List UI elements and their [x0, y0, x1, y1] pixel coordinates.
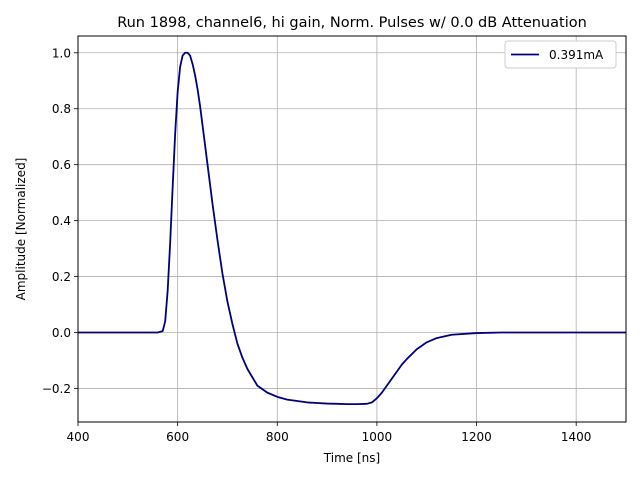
series-line-0	[78, 51, 626, 406]
y-axis-label: Amplitude [Normalized]	[14, 158, 28, 301]
x-axis-ticks: 400 600 800 1000 1200 1400	[67, 422, 592, 444]
y-tick-label: 0.2	[52, 270, 71, 284]
y-tick-label: −0.2	[42, 382, 71, 396]
x-tick-label: 1400	[561, 430, 592, 444]
legend: 0.391mA	[504, 40, 617, 69]
x-tick-label: 800	[266, 430, 289, 444]
x-axis-label: Time [ns]	[323, 451, 380, 465]
x-tick-label: 1200	[461, 430, 492, 444]
plot-frame	[77, 35, 627, 423]
grid	[77, 36, 626, 422]
y-tick-label: 0.6	[52, 158, 71, 172]
y-tick-label: 0.4	[52, 214, 71, 228]
x-tick-label: 600	[166, 430, 189, 444]
y-axis-ticks: −0.2 0.0 0.2 0.4 0.6 0.8 1.0	[42, 46, 78, 396]
y-tick-label: 1.0	[52, 46, 71, 60]
x-tick-label: 1000	[362, 430, 393, 444]
legend-entry: 0.391mA	[549, 48, 604, 62]
y-tick-label: 0.0	[52, 326, 71, 340]
chart-title: Run 1898, channel6, hi gain, Norm. Pulse…	[117, 15, 587, 31]
series-layer	[78, 51, 626, 406]
legend-box	[504, 40, 617, 69]
x-tick-label: 400	[67, 430, 90, 444]
y-tick-label: 0.8	[52, 102, 71, 116]
